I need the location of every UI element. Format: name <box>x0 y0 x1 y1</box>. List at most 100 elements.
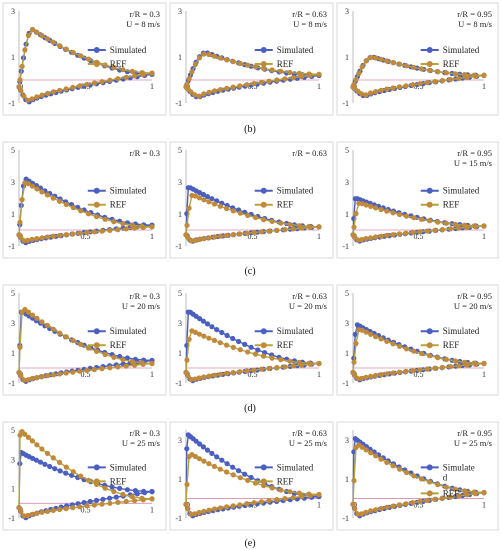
legend-ref-label: REF <box>443 200 460 210</box>
ref-point <box>29 312 35 318</box>
y-tick-label: 3 <box>178 319 182 328</box>
y-tick-label: 3 <box>11 455 15 464</box>
x-tick-label: 0.5 <box>414 370 424 379</box>
ref-series-line <box>185 53 320 88</box>
simulated-point <box>117 485 123 491</box>
ref-point <box>417 81 423 87</box>
x-tick-label: 1 <box>317 82 321 91</box>
ref-point <box>230 503 236 509</box>
ref-point <box>107 77 113 83</box>
ref-point <box>290 75 296 81</box>
ref-point <box>17 219 23 225</box>
ref-point <box>384 504 390 510</box>
ref-point <box>230 472 236 478</box>
ref-point <box>45 508 51 514</box>
ref-point <box>384 58 390 64</box>
legend-ref-marker <box>426 61 433 68</box>
ref-point <box>149 70 155 76</box>
ref-point <box>417 498 423 505</box>
ref-point <box>25 237 31 243</box>
ref-point <box>432 365 438 371</box>
x-tick-label: 1 <box>317 232 321 241</box>
ref-point <box>417 229 423 235</box>
y-tick-label: 3 <box>178 7 182 16</box>
x-tick-label: 1 <box>150 232 154 241</box>
ref-point <box>410 229 416 235</box>
ref-point <box>206 335 212 341</box>
ref-point <box>447 494 454 500</box>
ref-point <box>211 463 217 469</box>
ref-point <box>378 372 384 378</box>
ref-point <box>266 78 272 84</box>
ref-point <box>378 505 384 512</box>
ref-point <box>397 466 403 472</box>
ref-point <box>290 363 296 369</box>
ref-point <box>472 224 478 230</box>
ref-point <box>45 234 51 240</box>
ref-point <box>70 50 76 56</box>
ref-point <box>21 93 27 99</box>
ref-point <box>85 56 92 62</box>
ref-point <box>363 202 369 208</box>
ref-point <box>403 230 409 236</box>
legend-simulated-marker <box>93 187 100 194</box>
ref-point <box>129 68 135 74</box>
y-tick-label: -1 <box>342 99 349 108</box>
ref-point <box>245 477 251 483</box>
legend-ref-marker <box>93 342 100 349</box>
ref-point <box>29 183 35 189</box>
simulated-point <box>219 329 225 336</box>
ref-point <box>403 501 409 507</box>
ref-point <box>201 236 207 242</box>
ref-point <box>184 357 190 363</box>
ref-point <box>274 227 280 233</box>
panel-annotation: U = 20 m/s <box>122 301 160 311</box>
ref-point <box>57 459 63 466</box>
y-tick-label: -1 <box>8 99 15 108</box>
y-tick-label: 5 <box>178 146 182 155</box>
ref-point <box>452 358 458 364</box>
ref-point <box>196 509 202 516</box>
y-tick-label: -1 <box>342 514 349 523</box>
ref-point <box>373 55 379 61</box>
legend-simulated-label: Simulated <box>110 186 147 196</box>
ref-point <box>439 77 446 84</box>
simulated-point <box>255 347 261 353</box>
ref-point <box>390 341 396 347</box>
ref-point <box>299 494 305 500</box>
ref-point <box>224 232 230 239</box>
ref-point <box>269 67 275 73</box>
panel-annotation: r/R = 0.63 <box>292 428 327 438</box>
ref-point <box>384 371 390 377</box>
ref-point <box>44 450 51 456</box>
ref-point <box>34 236 40 242</box>
ref-point <box>368 54 374 61</box>
ref-point <box>22 431 28 437</box>
ref-point <box>359 64 365 70</box>
ref-point <box>439 227 446 233</box>
ref-point <box>411 473 417 479</box>
ref-point <box>115 364 121 370</box>
simulated-point <box>42 461 48 467</box>
ref-point <box>359 91 365 97</box>
ref-point <box>224 57 230 63</box>
ref-point <box>212 372 218 378</box>
ref-point <box>481 360 487 367</box>
ref-point <box>84 81 90 88</box>
ref-point <box>456 75 462 82</box>
ref-point <box>63 46 69 52</box>
ref-point <box>397 211 403 218</box>
legend-simulated-marker <box>93 328 100 335</box>
ref-point <box>99 366 105 372</box>
ref-point <box>464 74 470 80</box>
ref-point <box>196 236 202 242</box>
ref-point <box>78 53 84 59</box>
ref-point <box>63 232 69 238</box>
ref-point <box>397 343 403 349</box>
ref-point <box>57 43 63 49</box>
y-tick-label: 5 <box>11 426 15 435</box>
ref-point <box>34 375 40 381</box>
ref-point <box>424 80 430 86</box>
ref-point <box>192 453 198 460</box>
